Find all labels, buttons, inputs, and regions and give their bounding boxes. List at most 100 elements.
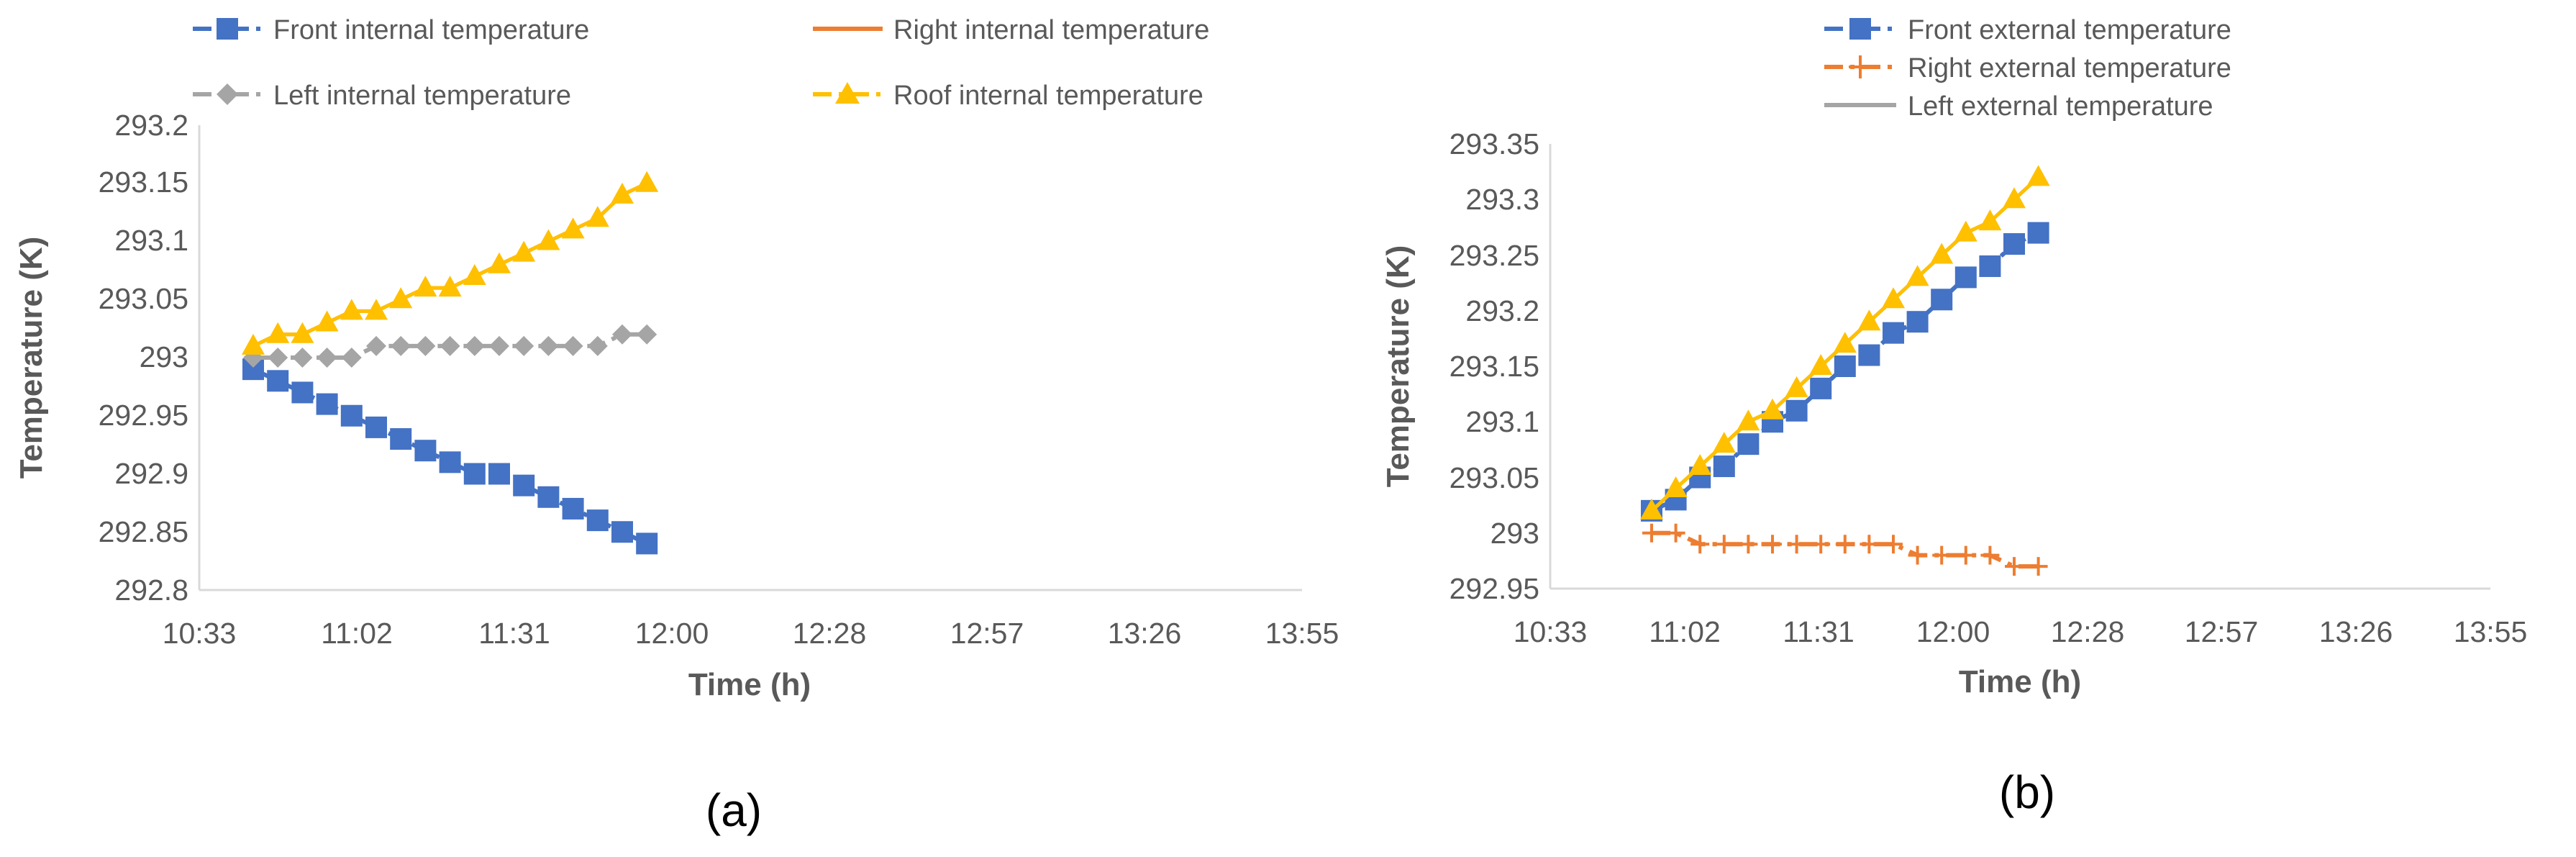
x-axis-title-a: Time (h) [688, 667, 811, 702]
data-point [1882, 287, 1905, 309]
data-point [1930, 242, 1954, 264]
data-point [1858, 344, 1880, 366]
data-point [635, 171, 659, 192]
data-point [1785, 399, 1808, 422]
series-b-1 [1642, 523, 2048, 576]
data-point [1810, 377, 1832, 399]
data-point [538, 335, 559, 356]
x-tick-a: 11:02 [321, 617, 393, 650]
y-tick-b: 293 [1490, 517, 1539, 550]
data-point [464, 335, 485, 356]
data-point [1713, 455, 1735, 478]
series-a-0 [242, 358, 658, 555]
y-tick-b: 293.05 [1449, 461, 1539, 494]
y-tick-a: 292.9 [114, 457, 188, 490]
data-point [291, 381, 314, 404]
data-point [439, 451, 461, 473]
data-point [438, 276, 462, 297]
data-point [1860, 535, 1879, 554]
data-point [1833, 332, 1857, 353]
data-point [1737, 409, 1760, 431]
x-tick-a: 12:57 [950, 617, 1024, 650]
legend-item-a-left: Left internal temperature [193, 81, 571, 111]
data-point [2003, 233, 2025, 255]
data-point [291, 322, 314, 343]
data-point [366, 335, 386, 356]
y-tick-a: 292.8 [114, 573, 188, 607]
data-point [561, 217, 585, 239]
x-tick-a: 11:31 [478, 617, 550, 650]
data-point [414, 440, 437, 462]
data-point [2026, 165, 2050, 186]
data-point [637, 324, 657, 345]
data-point [586, 509, 609, 532]
data-point [1932, 545, 1952, 565]
x-tick-b: 11:02 [1649, 615, 1721, 648]
data-point [513, 474, 535, 496]
x-tick-labels-a: 10:33 11:02 11:31 12:00 12:28 12:57 13:2… [163, 617, 1339, 650]
series-a-2 [243, 324, 657, 368]
series-a-1 [252, 181, 648, 348]
data-point [268, 348, 288, 368]
y-tick-labels-b: 292.95 293 293.05 293.1 293.15 293.2 293… [1449, 127, 1539, 605]
series-b-3 [1640, 165, 2050, 520]
x-tick-a: 13:55 [1265, 617, 1339, 650]
data-point [514, 335, 534, 356]
data-point [316, 393, 338, 415]
legend-label-b-left: Left external temperature [1908, 91, 2213, 122]
legend-item-a-front: Front internal temperature [193, 15, 589, 45]
data-point [340, 404, 363, 427]
data-point [1978, 209, 2002, 231]
x-tick-a: 12:00 [635, 617, 709, 650]
legend-label-a-roof: Roof internal temperature [893, 81, 1203, 111]
data-point [315, 310, 339, 332]
data-point [2029, 557, 2048, 576]
y-tick-b: 293.1 [1465, 405, 1539, 438]
data-point [1763, 535, 1782, 554]
legend-item-b-front: Front external temperature [1824, 15, 2231, 45]
data-point [1809, 354, 1833, 375]
data-point [1737, 433, 1760, 455]
data-point [636, 532, 658, 555]
legend-b: Front external temperature Right externa… [1824, 15, 2231, 122]
data-point [440, 335, 460, 356]
data-point [365, 416, 387, 438]
data-point [1690, 535, 1710, 554]
y-tick-labels-a: 292.8 292.85 292.9 292.95 293 293.05 293… [99, 109, 188, 607]
legend-item-a-right: Right internal temperature [813, 15, 1209, 45]
x-tick-b: 13:26 [2319, 615, 2393, 648]
x-tick-b: 12:00 [1916, 615, 1990, 648]
data-point [512, 240, 536, 262]
series-line [252, 181, 648, 348]
data-point [1908, 545, 1927, 565]
data-point [389, 287, 413, 309]
data-point [1980, 545, 2000, 565]
data-point [1883, 322, 1904, 344]
data-point [488, 252, 511, 273]
data-point [1906, 311, 1929, 333]
series-a-3 [242, 171, 659, 355]
data-point [1739, 535, 1758, 554]
data-point [562, 497, 584, 520]
data-point [292, 348, 313, 368]
data-point [1642, 523, 1661, 543]
data-point [1954, 266, 1977, 289]
data-point [1666, 523, 1685, 543]
data-point [1956, 545, 1975, 565]
legend-label-a-left: Left internal temperature [273, 81, 571, 111]
y-tick-a: 292.85 [99, 515, 188, 548]
data-point [563, 335, 583, 356]
data-point [1811, 535, 1831, 554]
data-point [1906, 265, 1929, 286]
data-point [612, 324, 632, 345]
data-point [1640, 498, 1663, 520]
data-point [267, 370, 289, 392]
y-axis-title-b: Temperature (K) [1380, 245, 1416, 488]
data-point [1931, 289, 1953, 311]
data-point [611, 182, 634, 204]
legend-label-a-right: Right internal temperature [893, 15, 1209, 45]
data-point [537, 486, 560, 508]
legend-label-a-front: Front internal temperature [273, 15, 589, 45]
data-point [2027, 222, 2049, 244]
